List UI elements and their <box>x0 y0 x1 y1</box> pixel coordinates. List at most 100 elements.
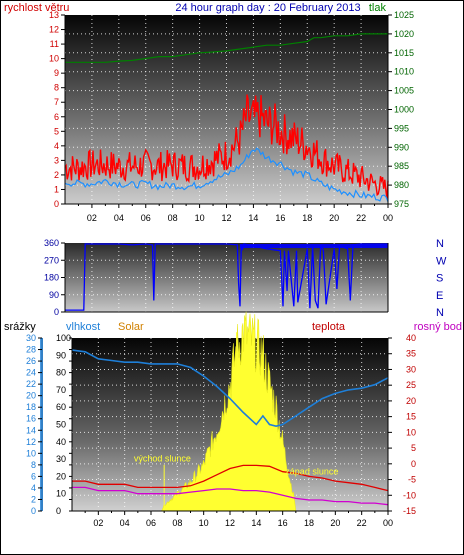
precip-axis-tick-label: 28 <box>26 345 36 355</box>
x-tick-label: 20 <box>329 213 339 223</box>
wind-axis-tick-label: 1 <box>54 184 59 194</box>
pressure-axis-tick-label: 990 <box>394 142 409 152</box>
x-tick-label: 06 <box>141 213 151 223</box>
wind-axis-tick-label: 11 <box>50 39 59 49</box>
pressure-label: tlak <box>369 2 387 14</box>
pressure-axis-tick-label: 1025 <box>394 10 414 20</box>
sunrise-label: východ slunce <box>134 453 191 463</box>
x-tick-label: 00 <box>383 213 393 223</box>
wind-axis-tick-label: 13 <box>49 10 59 20</box>
sunset-label: západ slunce <box>285 467 338 477</box>
temp-axis-tick-label: 5 <box>411 443 416 453</box>
compass-label: N <box>436 238 444 250</box>
time-axis-bottom: 02 04 06 08 10 12 14 16 18 20 22 00 <box>72 510 393 528</box>
humidity-temperature-series <box>71 311 389 512</box>
temp-axis-tick-label: 15 <box>406 412 416 422</box>
temp-axis-tick-label: 0 <box>411 459 416 469</box>
humidity-axis-tick-label: 90 <box>56 350 66 360</box>
x-tick-label: 14 <box>248 213 258 223</box>
x-tick-label: 08 <box>172 518 182 528</box>
humidity-line <box>71 349 389 428</box>
precip-axis-tick-label: 4 <box>31 483 36 493</box>
x-tick-label: 20 <box>330 518 340 528</box>
precipitation-label: srážky <box>4 321 36 333</box>
dewpoint-line <box>72 486 389 506</box>
x-tick-label: 04 <box>114 213 124 223</box>
precip-axis-tick-label: 0 <box>31 506 36 516</box>
temp-axis-tick-label: 25 <box>406 380 416 390</box>
direction-degree-axis: 0 90 180 270 360 <box>44 238 66 317</box>
precip-axis-tick-label: 12 <box>26 437 36 447</box>
x-tick-label: 18 <box>304 518 314 528</box>
humidity-axis-tick-label: 80 <box>56 368 66 378</box>
wind-axis-tick-label: 12 <box>49 25 59 35</box>
wind-pressure-series <box>64 33 389 203</box>
wind-axis-tick-label: 2 <box>54 170 59 180</box>
compass-label: E <box>436 290 443 302</box>
direction-axis-tick-label: 0 <box>54 307 59 317</box>
x-tick-label: 06 <box>146 518 156 528</box>
wind-direction-line <box>65 243 388 311</box>
temp-axis-tick-label: -10 <box>403 490 416 500</box>
precip-axis-tick-label: 16 <box>26 414 36 424</box>
precip-axis-bar <box>40 338 43 511</box>
temperature-line <box>72 464 389 492</box>
precip-axis-tick-label: 20 <box>26 391 36 401</box>
sun-annotations: východ slunce západ slunce <box>134 453 338 476</box>
x-tick-label: 04 <box>120 518 130 528</box>
pressure-axis-tick-label: 1020 <box>394 29 414 39</box>
x-tick-label: 00 <box>383 518 393 528</box>
humidity-axis-tick-label: 10 <box>56 489 66 499</box>
compass-label: N <box>436 307 444 319</box>
direction-axis-tick-label: 360 <box>44 238 59 248</box>
x-tick-label: 12 <box>221 213 231 223</box>
direction-axis-tick-label: 180 <box>44 273 59 283</box>
temp-axis-tick-label: 35 <box>406 349 416 359</box>
precip-axis-tick-label: 26 <box>26 356 36 366</box>
x-tick-label: 18 <box>302 213 312 223</box>
pressure-line <box>65 33 388 63</box>
wind-axis-tick-label: 7 <box>54 97 59 107</box>
pressure-axis: 975 980 985 990 995 1000 1005 1010 1015 1020 1025 <box>387 10 414 209</box>
x-tick-label: 22 <box>356 213 366 223</box>
humidity-axis-tick-label: 70 <box>56 385 66 395</box>
precip-axis-tick-label: 18 <box>26 402 36 412</box>
temp-axis-tick-label: 10 <box>406 427 416 437</box>
precip-axis-tick-label: 24 <box>26 368 36 378</box>
pressure-axis-tick-label: 995 <box>394 123 409 133</box>
wind-axis-tick-label: 4 <box>54 141 59 151</box>
x-tick-label: 22 <box>357 518 367 528</box>
precip-axis-tick-label: 30 <box>26 333 36 343</box>
precip-axis-tick-label: 14 <box>26 425 36 435</box>
wind-direction-series <box>65 243 388 311</box>
wind-average-line <box>64 147 389 203</box>
x-tick-label: 16 <box>278 518 288 528</box>
precip-axis-tick-label: 8 <box>31 460 36 470</box>
humidity-axis-tick-label: 40 <box>56 437 66 447</box>
wind-axis-tick-label: 10 <box>49 54 59 64</box>
pressure-axis-tick-label: 1010 <box>394 67 414 77</box>
x-tick-label: 10 <box>195 213 205 223</box>
wind-speed-label: rychlost větru <box>4 2 69 14</box>
humidity-axis-tick-label: 50 <box>56 420 66 430</box>
temperature-label: teplota <box>312 321 346 333</box>
humidity-label: vlhkost <box>66 321 100 333</box>
x-tick-label: 02 <box>87 213 97 223</box>
compass-label: S <box>436 273 443 285</box>
wind-axis-tick-label: 6 <box>54 112 59 122</box>
temp-axis-tick-label: -15 <box>403 506 416 516</box>
x-tick-label: 02 <box>93 518 103 528</box>
temp-axis-tick-label: 20 <box>406 396 416 406</box>
solar-label: Solar <box>118 321 144 333</box>
compass-label: W <box>436 255 447 267</box>
dewpoint-label: rosný bod <box>414 321 462 333</box>
wind-axis-tick-label: 8 <box>54 83 59 93</box>
temp-axis-tick-label: -5 <box>408 475 416 485</box>
x-tick-label: 08 <box>168 213 178 223</box>
temp-axis-tick-label: 30 <box>406 364 416 374</box>
wind-axis-tick-label: 0 <box>54 199 59 209</box>
